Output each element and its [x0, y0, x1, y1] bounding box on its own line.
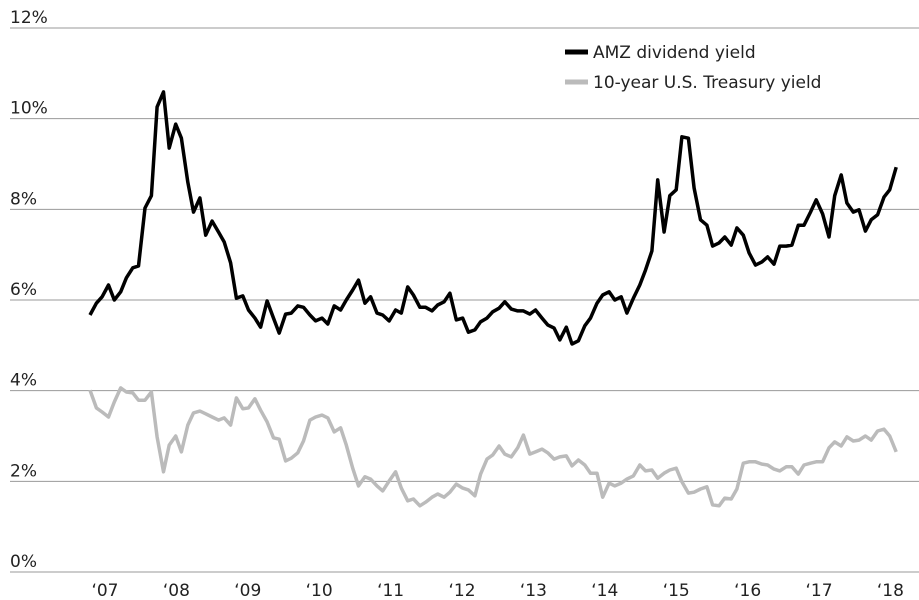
series-line	[88, 386, 898, 508]
y-tick-label: 4%	[10, 371, 37, 391]
legend-label: AMZ dividend yield	[593, 43, 756, 63]
x-tick-label: ‘07	[91, 581, 118, 600]
y-tick-label: 0%	[10, 552, 37, 572]
series-line	[88, 90, 898, 346]
legend-label: 10-year U.S. Treasury yield	[593, 73, 821, 93]
x-tick-label: ‘10	[306, 581, 333, 600]
y-tick-label: 12%	[10, 8, 48, 28]
x-tick-label: ‘13	[520, 581, 547, 600]
x-tick-label: ‘11	[377, 581, 404, 600]
y-tick-label: 8%	[10, 189, 37, 209]
y-tick-label: 2%	[10, 461, 37, 481]
y-tick-label: 10%	[10, 99, 48, 119]
x-tick-label: ‘12	[448, 581, 475, 600]
x-tick-label: ‘17	[806, 581, 833, 600]
x-tick-label: ‘09	[234, 581, 261, 600]
x-tick-label: ‘14	[591, 581, 618, 600]
x-tick-label: ‘16	[734, 581, 761, 600]
x-tick-label: ‘15	[663, 581, 690, 600]
x-tick-label: ‘18	[877, 581, 904, 600]
y-tick-label: 6%	[10, 280, 37, 300]
x-tick-label: ‘08	[163, 581, 190, 600]
